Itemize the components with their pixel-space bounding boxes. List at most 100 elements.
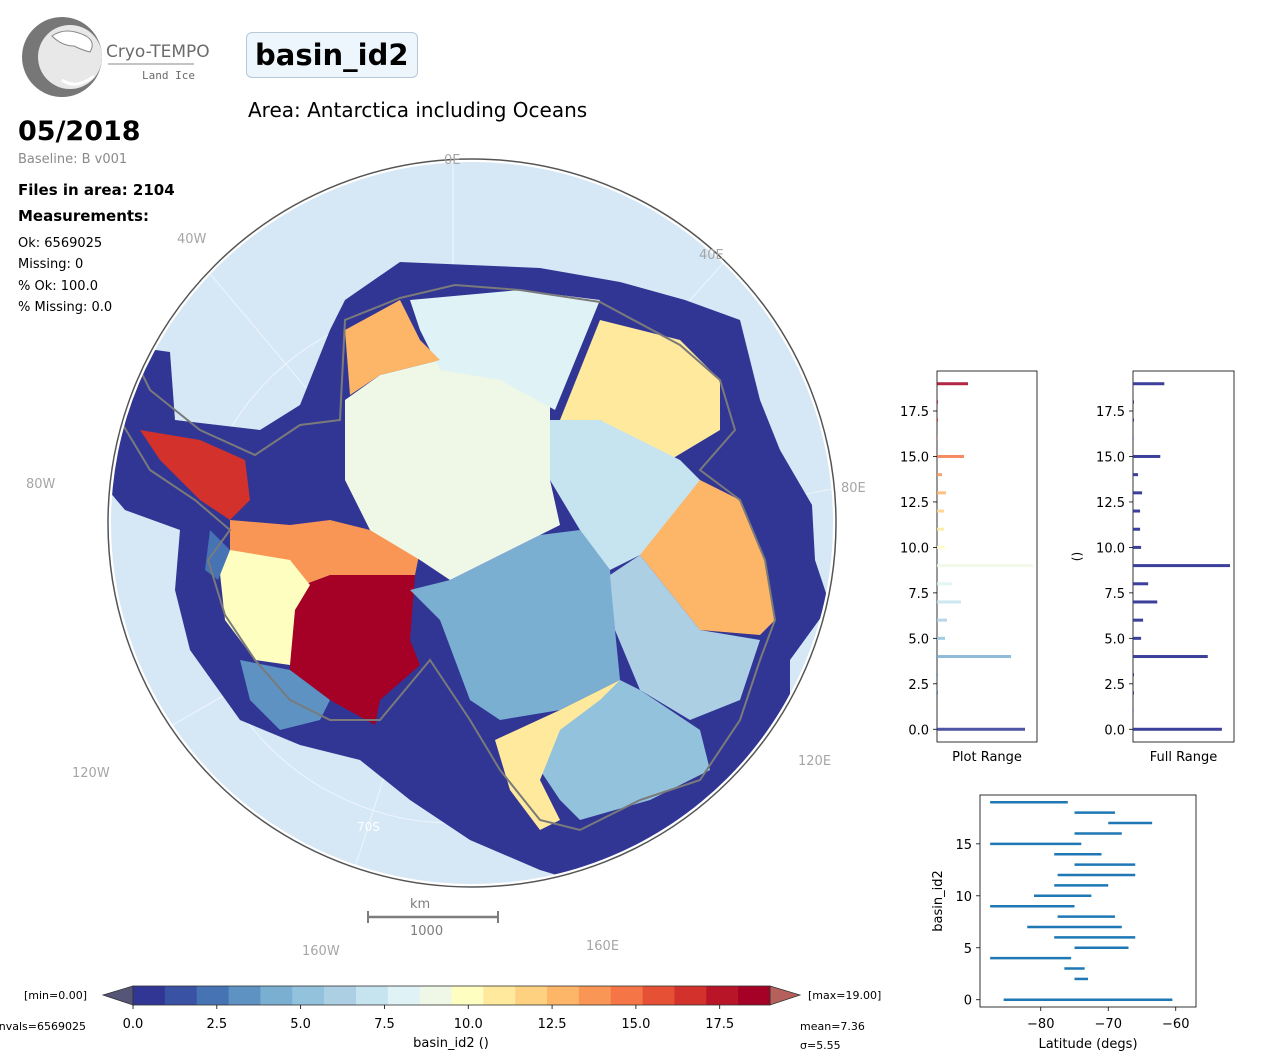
colorbar-tick-label: 0.0 xyxy=(123,1017,144,1032)
histogram-bar xyxy=(1133,509,1141,513)
latitude-xlabel: Latitude (degs) xyxy=(1038,1037,1137,1052)
colorbar-label: basin_id2 () xyxy=(413,1036,489,1051)
colorbar-max-extend xyxy=(769,985,802,1006)
colorbar-cell xyxy=(133,986,166,1005)
colorbar-min-extend xyxy=(101,985,134,1006)
colorbar-cell xyxy=(451,986,484,1005)
histogram-xlabel: Full Range xyxy=(1150,750,1218,765)
histogram-bar xyxy=(937,436,938,440)
stat-percent-ok: % Ok: 100.0 xyxy=(18,279,98,294)
measurements-label: Measurements: xyxy=(18,207,149,225)
histogram-xlabel: Plot Range xyxy=(952,750,1022,765)
colorbar-cell xyxy=(738,986,771,1005)
histogram-bar xyxy=(1133,691,1135,695)
histogram-bar xyxy=(937,709,938,713)
files-in-area: Files in area: 2104 xyxy=(18,181,175,199)
histogram-bar xyxy=(1133,382,1165,386)
page-title: basin_id2 xyxy=(246,32,418,78)
histogram-ytick-label: 12.5 xyxy=(1096,496,1125,511)
colorbar-tick-label: 15.0 xyxy=(621,1017,650,1032)
histogram-bar xyxy=(1133,473,1139,477)
longitude-labels: 0E 40E 80E 120E 160E 160W 120W 80W 40W xyxy=(26,153,866,959)
latitude-xtick-label: −80 xyxy=(1027,1017,1054,1032)
scale-bar: km 1000 xyxy=(367,897,499,939)
latitude-xtick-label: −60 xyxy=(1162,1017,1189,1032)
lon-label-120e: 120E xyxy=(798,754,831,769)
histogram-bar xyxy=(1133,582,1149,586)
basin-10 xyxy=(218,550,310,665)
histogram-bar xyxy=(1133,600,1158,604)
basin-11 xyxy=(495,680,620,830)
histogram-bar xyxy=(1133,545,1142,549)
latitude-ytick-label: 10 xyxy=(955,890,972,905)
basin-17 xyxy=(140,430,250,520)
colorbar-tick-label: 2.5 xyxy=(206,1017,227,1032)
histogram-bar xyxy=(1133,673,1135,677)
colorbar-mean-label: mean=7.36 xyxy=(800,1020,865,1033)
histogram-plot-range: 0.0 2.5 5.0 7.5 10.0 12.5 15.0 17.5 Plot Range xyxy=(900,370,1038,765)
colorbar-cell xyxy=(642,986,675,1005)
histogram-bar xyxy=(937,382,968,386)
histogram-bar xyxy=(1133,436,1134,440)
lon-label-160w: 160W xyxy=(302,944,340,959)
basin-4 xyxy=(410,530,620,720)
antarctica-map: 0E 40E 80E 120E 160E 160W 120W 80W 40W 7… xyxy=(26,153,866,959)
histogram-bar xyxy=(937,636,945,640)
histogram-bar xyxy=(1133,400,1135,404)
colorbar-cell xyxy=(483,986,516,1005)
cryo-tempo-logo: Cryo-TEMPO Land Ice xyxy=(22,17,210,97)
colorbar-tick-label: 12.5 xyxy=(538,1017,567,1032)
colorbar-cell xyxy=(419,986,452,1005)
histogram-bar xyxy=(1133,454,1161,458)
colorbar-cell xyxy=(164,986,198,1005)
lon-label-0e: 0E xyxy=(444,153,461,168)
colorbar: 0.0 2.5 5.0 7.5 10.0 12.5 15.0 17.5 basin_id2 (… xyxy=(0,985,881,1052)
area-title: Area: Antarctica including Oceans xyxy=(248,98,588,122)
colorbar-cell xyxy=(196,986,230,1005)
colorbar-cell xyxy=(610,986,644,1005)
latitude-ylabel: basin_id2 xyxy=(931,870,946,931)
basin-9 xyxy=(345,350,560,580)
colorbar-sigma-label: σ=5.55 xyxy=(800,1039,841,1052)
latitude-xtick-label: −70 xyxy=(1095,1017,1122,1032)
histogram-bar xyxy=(937,473,942,477)
latitude-ytick-label: 15 xyxy=(955,838,972,853)
histogram-bar xyxy=(1133,618,1144,622)
logo-name: Cryo-TEMPO xyxy=(106,42,210,62)
colorbar-cell xyxy=(578,986,612,1005)
histogram-bar xyxy=(1133,727,1222,731)
histogram-ytick-label: 5.0 xyxy=(1104,632,1125,647)
colorbar-min-label: [min=0.00] xyxy=(24,989,87,1002)
colorbar-nvals-label: nvals=6569025 xyxy=(0,1020,86,1033)
histogram-ytick-label: 0.0 xyxy=(908,723,929,738)
basin-6 xyxy=(610,555,760,720)
latitude-range-plot: −80 −70 −60 0 5 10 15 Latitude (degs) basin_id2 xyxy=(931,794,1197,1052)
histogram-bar xyxy=(937,454,964,458)
histogram-ytick-label: 10.0 xyxy=(1096,541,1125,556)
logo-subtitle: Land Ice xyxy=(142,69,195,82)
stat-missing: Missing: 0 xyxy=(18,257,84,272)
histogram-bar xyxy=(937,655,1011,659)
lon-label-120w: 120W xyxy=(72,766,110,781)
colorbar-cell xyxy=(706,986,739,1005)
colorbar-max-label: [max=19.00] xyxy=(808,989,881,1002)
histogram-bar xyxy=(937,491,946,495)
histogram-ytick-label: 0.0 xyxy=(1104,723,1125,738)
colorbar-cell xyxy=(228,986,261,1005)
colorbar-tick-label: 17.5 xyxy=(705,1017,734,1032)
histogram-bar xyxy=(1133,655,1208,659)
histogram-bar xyxy=(937,673,938,677)
colorbar-cell xyxy=(674,986,707,1005)
baseline-label: Baseline: B v001 xyxy=(18,152,128,167)
scale-bar-value: 1000 xyxy=(410,924,443,939)
lon-label-80e: 80E xyxy=(841,481,866,496)
histogram-ytick-label: 2.5 xyxy=(908,678,929,693)
histogram-bar xyxy=(1133,636,1142,640)
stat-ok: Ok: 6569025 xyxy=(18,236,103,251)
histogram-ytick-label: 10.0 xyxy=(900,541,929,556)
histogram-bar xyxy=(937,545,945,549)
colorbar-ticks: 0.0 2.5 5.0 7.5 10.0 12.5 15.0 17.5 xyxy=(123,1005,734,1032)
histogram-ytick-label: 17.5 xyxy=(900,405,929,420)
basin-5 xyxy=(540,680,710,820)
basin-polygons xyxy=(140,290,775,830)
